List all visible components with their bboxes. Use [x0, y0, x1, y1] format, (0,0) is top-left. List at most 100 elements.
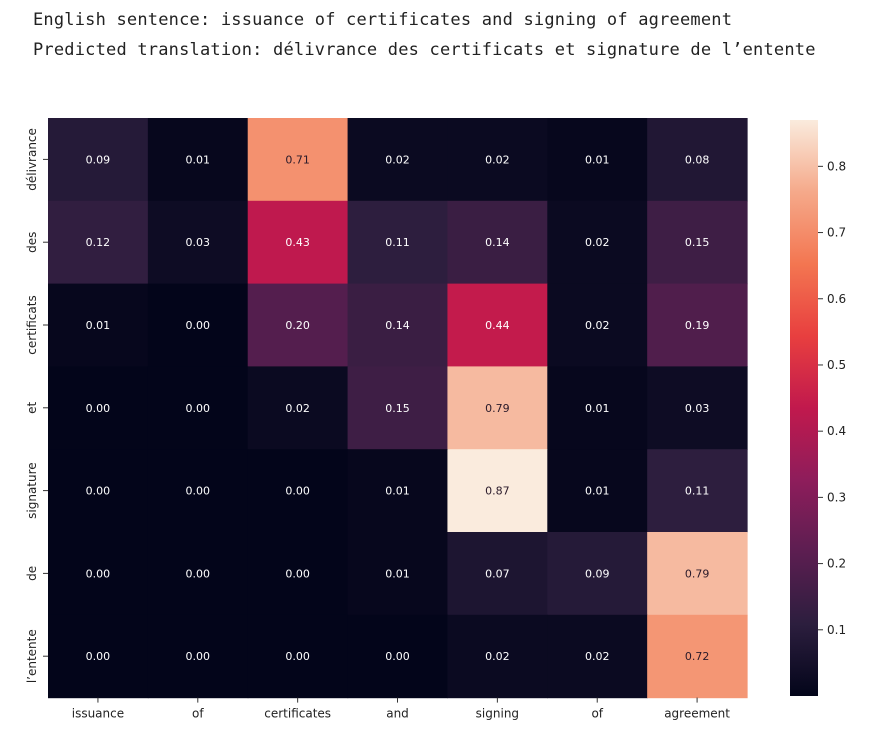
x-tick-label: of	[591, 707, 603, 721]
cell-value-label: 0.00	[186, 485, 211, 498]
cell-value-label: 0.14	[485, 236, 510, 249]
heatmap-cell	[447, 532, 548, 616]
heatmap-cell	[48, 366, 149, 450]
heatmap-cell	[547, 283, 648, 367]
y-axis-ticks: délivrance des certificats et signature de l’e…	[25, 128, 48, 683]
x-tick-label: of	[192, 707, 204, 721]
heatmap-cell	[147, 366, 249, 450]
heatmap-cell	[647, 614, 748, 699]
heatmap-cell	[48, 200, 149, 285]
heatmap-cell	[547, 366, 648, 450]
cell-value-label: 0.43	[285, 236, 310, 249]
heatmap-cell	[48, 283, 149, 367]
heatmap-cell	[247, 366, 349, 450]
y-tick-label: délivrance	[25, 128, 39, 191]
cell-value-label: 0.79	[685, 567, 710, 580]
heatmap-cell	[647, 200, 748, 285]
cell-value-label: 0.44	[485, 319, 510, 332]
colorbar-tick-label: 0.6	[827, 292, 846, 306]
colorbar-tick-label: 0.7	[827, 226, 846, 240]
cell-value-label: 0.01	[385, 485, 410, 498]
cell-value-label: 0.00	[186, 567, 211, 580]
heatmap-cell	[347, 200, 449, 285]
predicted-translation-line: Predicted translation: délivrance des ce…	[33, 40, 816, 60]
heatmap-cell	[247, 449, 349, 533]
heatmap-cell	[347, 118, 449, 202]
cell-value-label: 0.01	[585, 402, 610, 415]
cell-value-label: 0.00	[186, 319, 211, 332]
cell-value-label: 0.11	[685, 485, 710, 498]
colorbar-tick-label: 0.8	[827, 159, 846, 173]
cell-value-label: 0.09	[585, 567, 610, 580]
x-tick-label: agreement	[664, 707, 730, 721]
colorbar-tick-label: 0.3	[827, 490, 846, 504]
heatmap-cell	[547, 449, 648, 533]
heatmap-cell	[347, 366, 449, 450]
cell-value-label: 0.02	[285, 402, 310, 415]
cell-value-label: 0.00	[385, 650, 410, 663]
cell-value-label: 0.15	[685, 236, 710, 249]
y-tick-label: signature	[25, 462, 39, 519]
cell-value-label: 0.08	[685, 153, 710, 166]
heatmap-cell	[247, 118, 349, 202]
y-tick-label: des	[25, 232, 39, 253]
cell-value-label: 0.00	[285, 567, 310, 580]
cell-value-label: 0.03	[685, 402, 710, 415]
predicted-translation-text: délivrance des certificats et signature …	[273, 40, 816, 60]
heatmap-cell	[48, 614, 149, 699]
cell-value-label: 0.00	[186, 402, 211, 415]
cell-value-label: 0.87	[485, 485, 510, 498]
heatmap-cell	[147, 532, 249, 616]
heatmap-cell	[547, 614, 648, 699]
x-tick-label: signing	[476, 707, 519, 721]
colorbar	[790, 120, 818, 696]
heatmap-cell	[647, 283, 748, 367]
cell-value-label: 0.00	[285, 485, 310, 498]
heatmap-cell	[547, 118, 648, 202]
heatmap-cells: 0.09 0.01 0.71 0.02 0.02 0.01 0.08 0.12 0.03 0.43…	[48, 118, 748, 699]
cell-value-label: 0.09	[86, 153, 111, 166]
heatmap-cell	[247, 614, 349, 699]
cell-value-label: 0.71	[285, 153, 310, 166]
heatmap-cell	[447, 614, 548, 699]
cell-value-label: 0.79	[485, 402, 510, 415]
cell-value-label: 0.00	[186, 650, 211, 663]
heatmap-cell	[347, 532, 449, 616]
heatmap-cell	[147, 614, 249, 699]
heatmap-cell	[247, 283, 349, 367]
y-tick-label: certificats	[25, 295, 39, 354]
heatmap-cell	[647, 118, 748, 202]
x-tick-label: issuance	[72, 707, 124, 721]
english-sentence-label: English sentence:	[33, 10, 211, 30]
heatmap-cell	[247, 532, 349, 616]
cell-value-label: 0.02	[585, 650, 610, 663]
cell-value-label: 0.03	[186, 236, 211, 249]
heatmap-cell	[147, 118, 249, 202]
heatmap-cell	[48, 532, 149, 616]
y-tick-label: de	[25, 566, 39, 581]
heatmap-cell	[147, 283, 249, 367]
heatmap-cell	[447, 449, 548, 533]
cell-value-label: 0.00	[86, 567, 111, 580]
heatmap-cell	[547, 200, 648, 285]
heatmap-cell	[48, 118, 149, 202]
heatmap-cell	[347, 614, 449, 699]
cell-value-label: 0.02	[385, 153, 410, 166]
y-tick-label: l’entente	[25, 629, 39, 683]
cell-value-label: 0.15	[385, 402, 410, 415]
cell-value-label: 0.00	[86, 402, 111, 415]
colorbar-tick-label: 0.2	[827, 557, 846, 571]
heatmap-cell	[147, 449, 249, 533]
heatmap-cell	[347, 449, 449, 533]
cell-value-label: 0.01	[186, 153, 211, 166]
y-tick-label: et	[25, 401, 39, 413]
predicted-translation-label: Predicted translation:	[33, 40, 263, 60]
heatmap-cell	[447, 283, 548, 367]
cell-value-label: 0.00	[285, 650, 310, 663]
cell-value-label: 0.00	[86, 485, 111, 498]
cell-value-label: 0.01	[385, 567, 410, 580]
x-tick-label: and	[386, 707, 409, 721]
cell-value-label: 0.11	[385, 236, 410, 249]
cell-value-label: 0.02	[585, 319, 610, 332]
